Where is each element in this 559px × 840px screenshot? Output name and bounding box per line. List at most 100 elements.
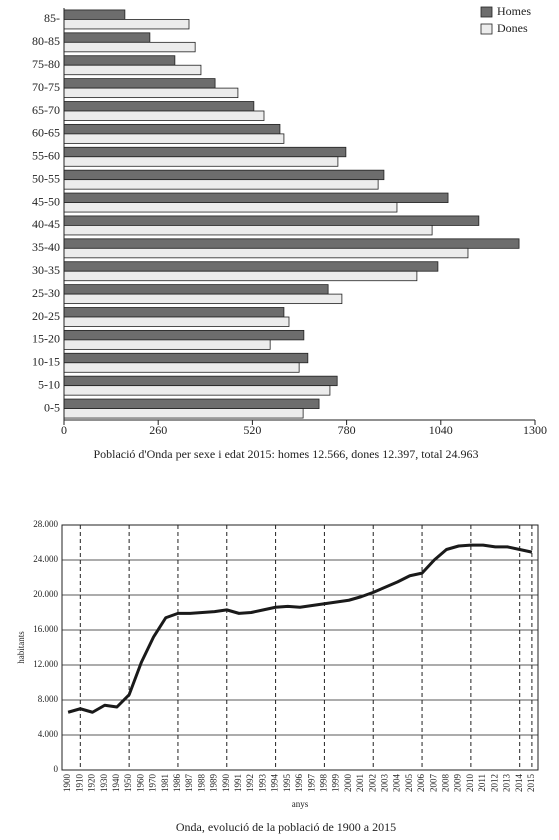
x-tick-label: 1988 <box>196 774 206 793</box>
y-tick-label: 0-5 <box>44 400 60 414</box>
y-tick-label: 20.000 <box>33 589 58 599</box>
bar <box>63 133 285 144</box>
x-tick-label: 1997 <box>306 774 316 793</box>
x-tick-label: 520 <box>243 423 261 437</box>
x-tick-label: 1990 <box>221 774 231 793</box>
bar <box>63 329 305 341</box>
bar <box>63 238 520 249</box>
x-tick-label: 2015 <box>526 774 536 793</box>
x-tick-label: 1996 <box>294 774 304 793</box>
y-tick-label: 40-45 <box>32 217 60 231</box>
bar <box>63 101 255 112</box>
x-tick-label: 1987 <box>184 774 194 793</box>
y-tick-label: 8.000 <box>38 694 59 704</box>
bar <box>63 9 126 20</box>
bar <box>63 215 480 226</box>
x-tick-label: 2007 <box>428 774 438 793</box>
bar <box>63 78 216 89</box>
bar <box>63 87 239 99</box>
y-tick-label: 10-15 <box>32 355 60 369</box>
x-tick-label: 2011 <box>477 774 487 792</box>
bar <box>63 110 265 121</box>
y-tick-label: 50-55 <box>32 171 60 185</box>
y-tick-label: 28.000 <box>33 519 58 529</box>
x-tick-label: 2010 <box>465 774 475 793</box>
x-tick-label: 1920 <box>87 774 97 793</box>
x-tick-label: 2003 <box>379 774 389 793</box>
x-tick-label: 2002 <box>367 774 377 792</box>
bar <box>63 293 343 305</box>
y-tick-label: 5-10 <box>38 377 60 391</box>
x-tick-label: 2000 <box>343 774 353 793</box>
bar <box>63 64 202 76</box>
x-tick-label: 1930 <box>99 774 109 793</box>
bar <box>63 123 281 135</box>
bar <box>63 247 469 259</box>
bar <box>63 362 300 373</box>
bar <box>63 202 398 213</box>
x-tick-label: 1986 <box>172 774 182 793</box>
x-tick-label: 2004 <box>392 774 402 793</box>
y-tick-label: 75-80 <box>32 57 60 71</box>
x-tick-label: 1910 <box>74 774 84 793</box>
y-tick-label: 45-50 <box>32 194 60 208</box>
x-tick-label: 1991 <box>233 774 243 792</box>
x-tick-label: 2005 <box>404 774 414 793</box>
y-tick-label: 55-60 <box>32 149 60 163</box>
y-tick-label: 60-65 <box>32 126 60 140</box>
y-tick-label: 0 <box>54 764 59 774</box>
bar <box>63 55 176 66</box>
caption: Onda, evolució de la població de 1900 a … <box>176 820 396 834</box>
x-tick-label: 1940 <box>111 774 121 793</box>
y-tick-label: 15-20 <box>32 332 60 346</box>
x-tick-label: 1970 <box>148 774 158 793</box>
x-tick-label: 1992 <box>245 774 255 792</box>
y-tick-label: 70-75 <box>32 80 60 94</box>
line <box>67 543 533 714</box>
x-tick-label: 1900 <box>62 774 72 793</box>
plot-frame <box>61 524 539 771</box>
legend-swatch <box>480 23 493 35</box>
bar <box>63 385 331 396</box>
bar <box>63 398 320 409</box>
y-tick-label: 20-25 <box>32 309 60 323</box>
y-tick-label: 25-30 <box>32 286 60 300</box>
y-tick-label: 65-70 <box>32 103 60 117</box>
bar <box>63 352 309 364</box>
bar <box>63 32 151 43</box>
x-tick-label: 0 <box>61 423 67 437</box>
x-tick-label: 1950 <box>123 774 133 793</box>
x-tick-label: 780 <box>338 423 356 437</box>
bar <box>63 179 379 190</box>
legend-label: Homes <box>497 4 531 18</box>
y-tick-label: 12.000 <box>33 659 58 669</box>
bar <box>63 41 196 53</box>
y-tick-label: 24.000 <box>33 554 58 564</box>
x-tick-label: 2009 <box>453 774 463 793</box>
bar <box>63 19 190 30</box>
x-tick-label: 1995 <box>282 774 292 793</box>
x-tick-label: 1993 <box>257 774 267 793</box>
bar <box>63 261 439 272</box>
bar <box>63 192 449 203</box>
bar <box>63 375 338 387</box>
x-tick-label: 2008 <box>441 774 451 793</box>
bar <box>63 169 385 181</box>
y-tick-label: 80-85 <box>32 34 60 48</box>
y-tick-label: 85- <box>44 11 60 25</box>
y-tick-label: 4.000 <box>38 729 59 739</box>
x-tick-label: 1960 <box>135 774 145 793</box>
bar <box>63 284 329 295</box>
legend-swatch <box>480 6 493 18</box>
bar <box>63 225 433 236</box>
bar <box>63 316 290 327</box>
y-tick-label: 16.000 <box>33 624 58 634</box>
legend-label: Dones <box>497 21 528 35</box>
y-tick-label: 30-35 <box>32 263 60 277</box>
x-tick-label: 2001 <box>355 774 365 792</box>
x-tick-label: 1994 <box>270 774 280 793</box>
x-tick-label: 260 <box>149 423 167 437</box>
x-tick-label: 2006 <box>416 774 426 793</box>
x-tick-label: 1981 <box>160 774 170 792</box>
